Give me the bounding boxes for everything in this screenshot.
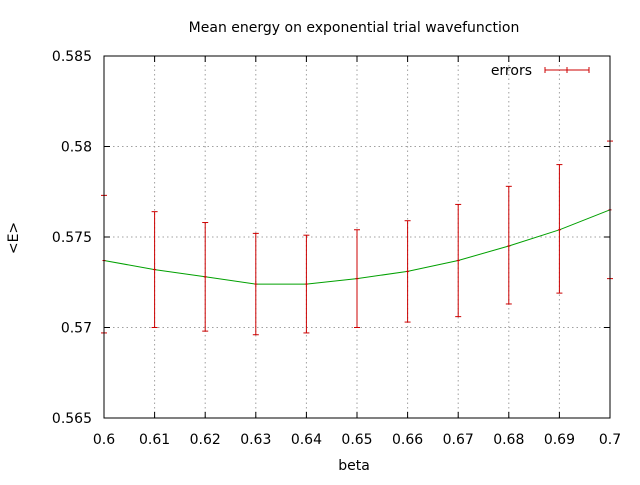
error-bar	[252, 232, 259, 336]
x-tick-label: 0.66	[392, 432, 423, 448]
x-tick-label: 0.61	[139, 432, 170, 448]
error-bar	[151, 211, 158, 328]
legend-sample-errors	[544, 67, 590, 73]
y-tick-label: 0.585	[52, 49, 92, 65]
y-axis-label: <E>	[6, 222, 22, 254]
legend: errors	[491, 63, 590, 79]
x-tick-label: 0.6	[93, 432, 115, 448]
x-tick-label: 0.7	[599, 432, 621, 448]
y-tick-label: 0.565	[52, 411, 92, 427]
x-tick-label: 0.62	[190, 432, 221, 448]
axis-ticks	[103, 55, 611, 419]
x-tick-label: 0.69	[544, 432, 575, 448]
x-tick-label: 0.64	[291, 432, 322, 448]
x-tick-label: 0.65	[341, 432, 372, 448]
y-tick-label: 0.575	[52, 230, 92, 246]
error-bar	[404, 220, 411, 323]
x-axis-label: beta	[338, 458, 370, 474]
error-bar	[303, 234, 310, 334]
x-tick-label: 0.67	[443, 432, 474, 448]
chart-title: Mean energy on exponential trial wavefun…	[189, 20, 520, 36]
error-bar	[354, 229, 360, 328]
y-tick-label: 0.57	[61, 321, 92, 337]
tick-labels: 0.6 0.61 0.62 0.63 0.64 0.65 0.66 0.67 0.68 0.69 0…	[52, 49, 621, 448]
plot-series	[101, 140, 613, 336]
legend-label-errors: errors	[491, 63, 532, 79]
y-tick-label: 0.58	[61, 140, 92, 156]
error-bar	[556, 164, 563, 294]
x-tick-label: 0.68	[493, 432, 524, 448]
error-bar	[505, 185, 512, 305]
error-bar	[202, 222, 209, 332]
error-bar	[455, 203, 462, 318]
x-tick-label: 0.63	[240, 432, 271, 448]
